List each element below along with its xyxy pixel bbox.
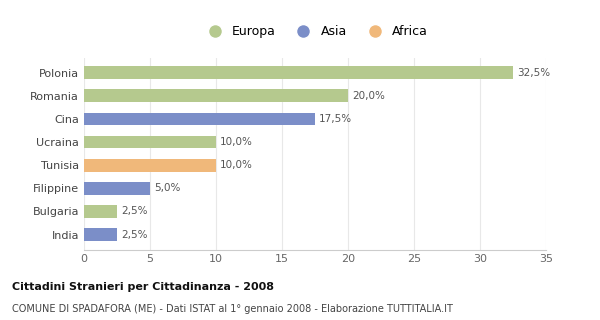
Text: 20,0%: 20,0% — [352, 91, 385, 101]
Legend: Europa, Asia, Africa: Europa, Asia, Africa — [198, 22, 432, 42]
Text: 10,0%: 10,0% — [220, 160, 253, 170]
Text: 5,0%: 5,0% — [154, 183, 181, 193]
Bar — [84, 205, 117, 218]
Text: COMUNE DI SPADAFORA (ME) - Dati ISTAT al 1° gennaio 2008 - Elaborazione TUTTITAL: COMUNE DI SPADAFORA (ME) - Dati ISTAT al… — [12, 304, 453, 314]
Bar — [84, 90, 348, 102]
Text: 2,5%: 2,5% — [121, 229, 148, 239]
Text: 2,5%: 2,5% — [121, 206, 148, 216]
Bar — [84, 182, 150, 195]
Bar — [84, 66, 513, 79]
Bar — [84, 113, 315, 125]
Text: 32,5%: 32,5% — [517, 68, 550, 78]
Text: 10,0%: 10,0% — [220, 137, 253, 147]
Text: Cittadini Stranieri per Cittadinanza - 2008: Cittadini Stranieri per Cittadinanza - 2… — [12, 282, 274, 292]
Bar — [84, 159, 216, 172]
Text: 17,5%: 17,5% — [319, 114, 352, 124]
Bar — [84, 228, 117, 241]
Bar — [84, 136, 216, 148]
